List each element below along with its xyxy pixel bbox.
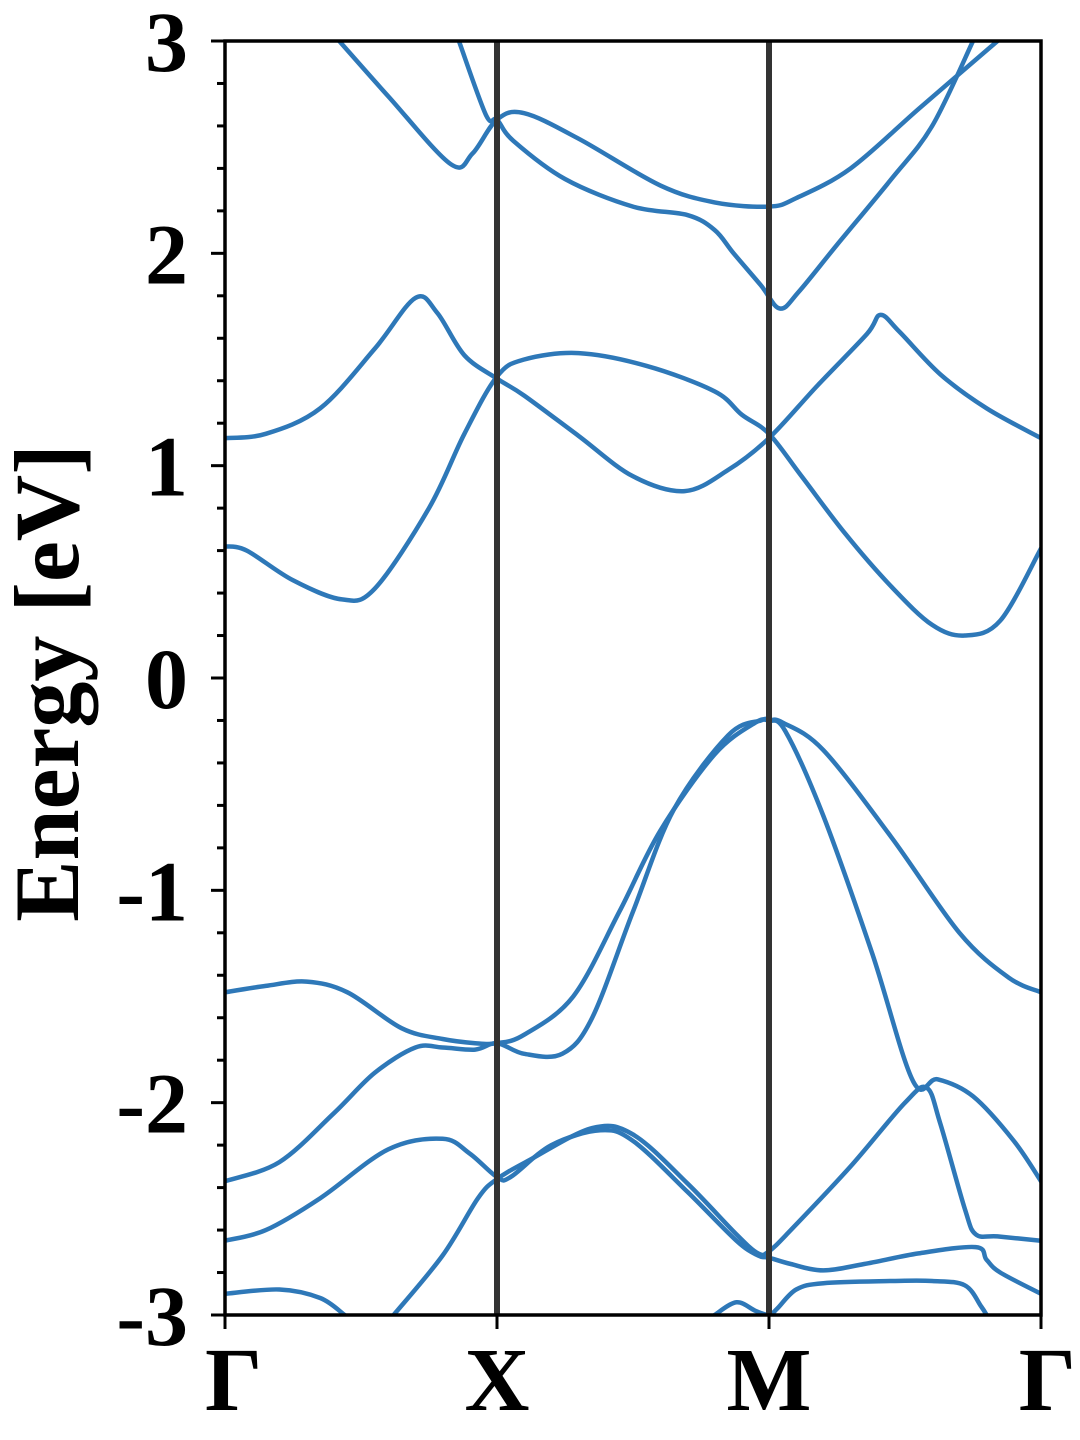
x-tick-label: M <box>727 1331 812 1430</box>
x-tick-label: Γ <box>205 1331 262 1430</box>
band-4 <box>225 350 1041 638</box>
x-tick-label: X <box>465 1331 530 1430</box>
band-7 <box>225 1127 1041 1297</box>
band-6 <box>225 716 1041 1184</box>
band-5 <box>225 717 1041 1047</box>
plot-frame <box>223 39 1043 1317</box>
band-3 <box>225 294 1041 494</box>
y-tick-label: -1 <box>116 843 188 939</box>
y-tick-label: 1 <box>145 419 188 515</box>
x-tick-label: Γ <box>1019 1331 1076 1430</box>
y-axis-label: Energy [eV] <box>0 444 98 922</box>
high-symmetry-lines <box>494 41 772 1315</box>
band-10 <box>712 1278 989 1315</box>
y-tick-label: -3 <box>116 1268 188 1364</box>
band-1 <box>456 41 976 311</box>
y-axis-ticks: -3 -2 -1 0 1 2 3 <box>116 0 225 1364</box>
y-tick-label: 0 <box>145 631 188 727</box>
y-tick-label: -2 <box>116 1056 188 1152</box>
y-tick-label: 3 <box>145 0 188 90</box>
y-tick-label: 2 <box>145 206 188 302</box>
band-2 <box>336 41 1000 210</box>
band-lines <box>225 41 1041 1315</box>
band-9 <box>225 1287 347 1315</box>
